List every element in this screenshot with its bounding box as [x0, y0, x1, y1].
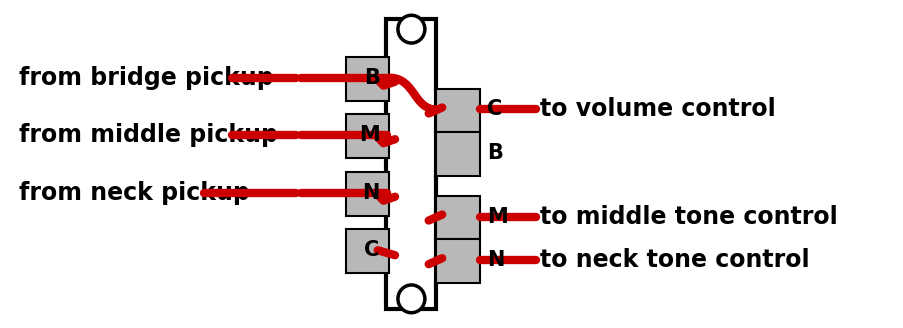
- Text: N: N: [362, 183, 379, 203]
- Text: N: N: [487, 250, 504, 270]
- Bar: [436, 132, 479, 176]
- Text: C: C: [364, 240, 379, 260]
- Text: to middle tone control: to middle tone control: [540, 205, 837, 229]
- Bar: [386, 19, 436, 309]
- Circle shape: [397, 285, 424, 313]
- Bar: [346, 230, 389, 273]
- Text: B: B: [487, 143, 503, 163]
- Bar: [436, 196, 479, 239]
- Text: from bridge pickup: from bridge pickup: [19, 66, 274, 90]
- Text: M: M: [358, 125, 379, 145]
- Text: to neck tone control: to neck tone control: [540, 248, 809, 272]
- Bar: [346, 172, 389, 215]
- Text: B: B: [363, 68, 379, 88]
- Bar: [436, 239, 479, 283]
- Text: from neck pickup: from neck pickup: [19, 181, 249, 205]
- Bar: [346, 114, 389, 158]
- Bar: [436, 89, 479, 132]
- Circle shape: [397, 15, 424, 43]
- Text: to volume control: to volume control: [540, 97, 776, 121]
- Text: from middle pickup: from middle pickup: [19, 123, 277, 147]
- Text: C: C: [487, 99, 502, 119]
- Text: M: M: [487, 207, 507, 227]
- Bar: [346, 57, 389, 101]
